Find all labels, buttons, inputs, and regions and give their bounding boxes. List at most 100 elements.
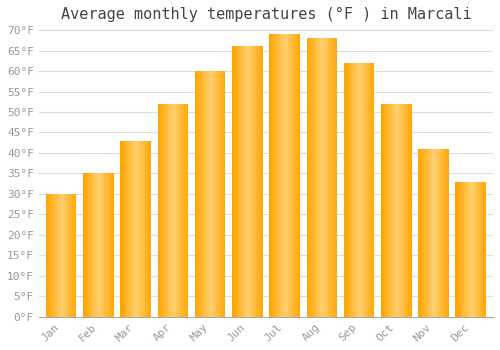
Bar <box>240 47 242 317</box>
Bar <box>346 63 347 317</box>
Bar <box>109 174 110 317</box>
Bar <box>306 38 337 317</box>
Bar <box>432 149 434 317</box>
Bar <box>88 174 90 317</box>
Bar <box>110 174 112 317</box>
Bar <box>132 141 134 317</box>
Bar <box>168 104 170 317</box>
Bar <box>258 47 260 317</box>
Bar <box>292 34 294 317</box>
Bar <box>58 194 59 317</box>
Bar <box>457 182 458 317</box>
Bar <box>54 194 55 317</box>
Bar <box>207 71 208 317</box>
Bar <box>330 38 331 317</box>
Bar <box>232 47 262 317</box>
Bar <box>213 71 214 317</box>
Bar <box>435 149 436 317</box>
Bar <box>140 141 142 317</box>
Bar <box>83 174 84 317</box>
Bar <box>278 34 280 317</box>
Bar <box>456 182 457 317</box>
Bar <box>224 71 226 317</box>
Bar <box>320 38 322 317</box>
Bar <box>297 34 298 317</box>
Bar <box>420 149 422 317</box>
Bar <box>282 34 283 317</box>
Bar <box>103 174 104 317</box>
Bar <box>352 63 353 317</box>
Bar <box>458 182 460 317</box>
Bar <box>444 149 446 317</box>
Bar <box>308 38 310 317</box>
Bar <box>212 71 213 317</box>
Bar <box>137 141 138 317</box>
Bar <box>84 174 86 317</box>
Bar <box>49 194 50 317</box>
Bar <box>248 47 249 317</box>
Bar <box>100 174 102 317</box>
Bar <box>64 194 66 317</box>
Bar <box>158 104 188 317</box>
Bar <box>368 63 370 317</box>
Bar <box>261 47 262 317</box>
Bar <box>386 104 387 317</box>
Bar <box>198 71 200 317</box>
Bar <box>222 71 224 317</box>
Bar <box>238 47 240 317</box>
Bar <box>472 182 474 317</box>
Bar <box>200 71 201 317</box>
Bar <box>143 141 145 317</box>
Bar <box>232 47 234 317</box>
Bar <box>371 63 373 317</box>
Bar <box>392 104 394 317</box>
Bar <box>406 104 407 317</box>
Bar <box>424 149 426 317</box>
Bar <box>97 174 98 317</box>
Bar <box>283 34 284 317</box>
Bar <box>208 71 210 317</box>
Bar <box>456 182 486 317</box>
Bar <box>418 149 448 317</box>
Bar <box>218 71 220 317</box>
Bar <box>328 38 330 317</box>
Bar <box>429 149 430 317</box>
Bar <box>176 104 178 317</box>
Bar <box>249 47 250 317</box>
Bar <box>469 182 471 317</box>
Bar <box>124 141 125 317</box>
Bar <box>410 104 412 317</box>
Bar <box>122 141 124 317</box>
Bar <box>348 63 350 317</box>
Bar <box>295 34 297 317</box>
Bar <box>242 47 244 317</box>
Bar <box>89 174 91 317</box>
Bar <box>142 141 144 317</box>
Bar <box>48 194 49 317</box>
Bar <box>382 104 384 317</box>
Bar <box>478 182 480 317</box>
Bar <box>398 104 400 317</box>
Bar <box>241 47 243 317</box>
Bar <box>390 104 392 317</box>
Bar <box>373 63 374 317</box>
Bar <box>362 63 364 317</box>
Bar <box>252 47 254 317</box>
Bar <box>120 141 151 317</box>
Bar <box>75 194 76 317</box>
Bar <box>46 194 76 317</box>
Bar <box>236 47 238 317</box>
Bar <box>165 104 167 317</box>
Bar <box>55 194 56 317</box>
Bar <box>468 182 469 317</box>
Bar <box>353 63 354 317</box>
Bar <box>271 34 272 317</box>
Bar <box>260 47 261 317</box>
Bar <box>284 34 286 317</box>
Bar <box>125 141 126 317</box>
Bar <box>210 71 212 317</box>
Bar <box>94 174 96 317</box>
Bar <box>56 194 58 317</box>
Bar <box>160 104 162 317</box>
Bar <box>96 174 97 317</box>
